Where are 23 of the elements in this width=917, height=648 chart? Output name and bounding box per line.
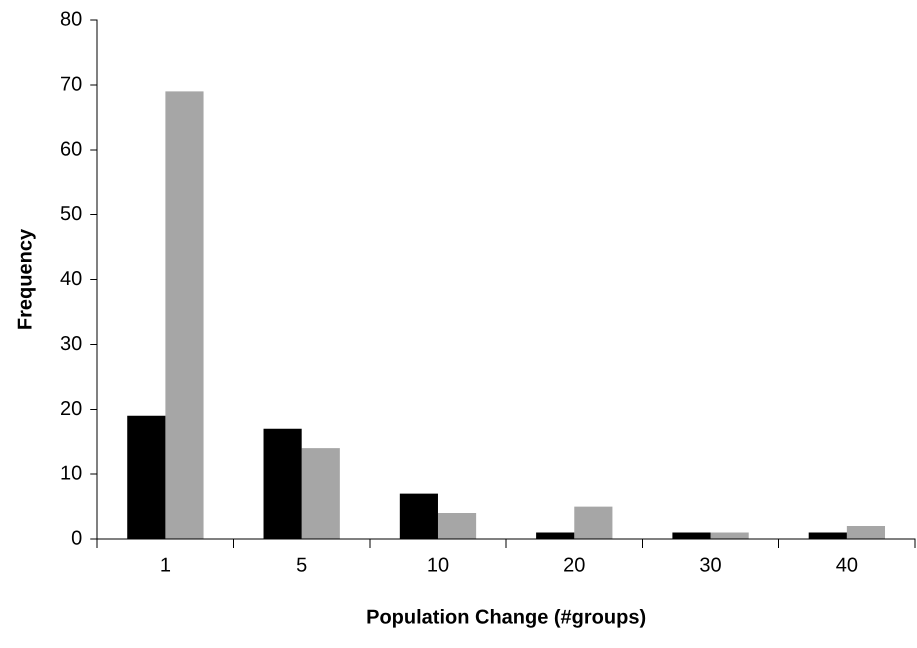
bar [165,91,204,538]
y-tick-label: 60 [60,138,82,160]
y-tick-label: 40 [60,268,82,290]
x-tick-label: 20 [563,554,586,577]
bar [438,513,476,538]
y-tick-label: 0 [71,528,82,550]
y-tick-label: 50 [60,203,82,226]
x-tick-label: 30 [699,554,722,577]
x-tick-label: 40 [836,554,858,577]
y-axis-title: Frequency [14,228,37,330]
bar [846,526,886,538]
bar [574,506,612,538]
y-tick-label: 30 [60,332,82,355]
y-tick-label: 80 [60,8,82,31]
x-tick-label: 1 [160,554,171,577]
x-tick-label: 5 [296,554,308,577]
x-tick-label: 10 [426,554,450,577]
y-tick-label: 10 [60,462,82,485]
y-tick-label: 20 [60,398,82,420]
x-axis-title: Population Change (#groups) [366,606,646,629]
bar [302,448,340,538]
bar [710,532,749,538]
y-tick-label: 70 [60,73,82,96]
